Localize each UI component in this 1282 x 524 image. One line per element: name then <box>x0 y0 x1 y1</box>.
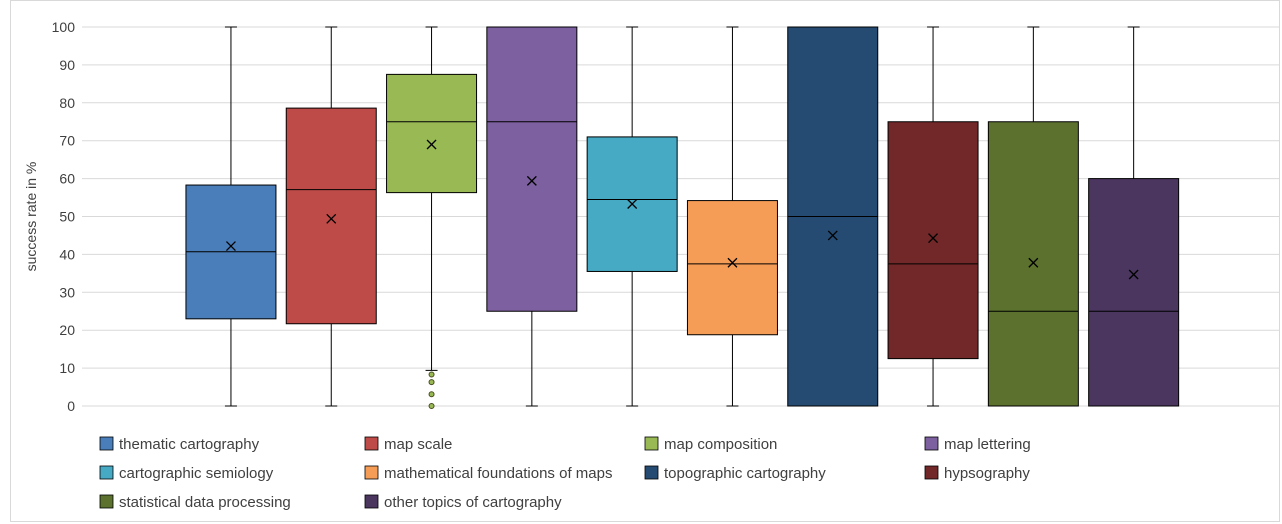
outlier-point <box>428 391 435 398</box>
legend-item: map lettering <box>924 436 1031 453</box>
y-tick-label: 30 <box>59 284 75 300</box>
chart-frame <box>10 0 1280 522</box>
box-1 <box>185 26 277 407</box>
legend-swatch <box>364 465 379 480</box>
box-rect <box>1088 178 1180 407</box>
legend-swatch <box>99 494 114 509</box>
legend-item: map composition <box>644 436 777 453</box>
outlier-point <box>428 379 435 386</box>
legend-item: other topics of cartography <box>364 494 562 511</box>
box-rect <box>686 200 778 336</box>
box-5 <box>586 26 678 407</box>
legend-label: mathematical foundations of maps <box>384 465 612 482</box>
mean-marker <box>1028 257 1039 268</box>
legend-item: cartographic semiology <box>99 465 274 482</box>
legend-swatch <box>99 436 114 451</box>
legend-swatch <box>924 436 939 451</box>
box-9 <box>987 26 1079 407</box>
legend-item: map scale <box>364 436 452 453</box>
legend-swatch <box>364 494 379 509</box>
outlier-point <box>428 403 435 409</box>
mean-marker <box>928 233 939 244</box>
legend-label: map scale <box>384 436 452 453</box>
y-axis-label: success rate in % <box>23 162 39 272</box>
legend-swatch <box>924 465 939 480</box>
legend-label: map lettering <box>944 436 1031 453</box>
box-rect <box>987 121 1079 407</box>
y-tick-label: 80 <box>59 95 75 111</box>
legend-label: other topics of cartography <box>384 494 562 511</box>
box-10 <box>1088 26 1180 407</box>
y-tick-label: 100 <box>52 19 76 35</box>
y-tick-label: 10 <box>59 360 75 376</box>
y-tick-label: 60 <box>59 171 75 187</box>
box-rect <box>486 26 578 312</box>
box-rect <box>285 107 377 325</box>
mean-marker <box>627 199 638 209</box>
legend-item: topographic cartography <box>644 465 826 482</box>
mean-marker <box>727 257 738 268</box>
y-tick-label: 40 <box>59 246 75 262</box>
legend-label: hypsography <box>944 465 1030 482</box>
legend-item: statistical data processing <box>99 494 291 511</box>
box-7 <box>787 26 879 407</box>
legend-label: map composition <box>664 436 777 453</box>
mean-marker <box>225 241 236 252</box>
y-tick-label: 0 <box>67 398 75 414</box>
mean-marker <box>426 139 437 150</box>
box-rect <box>386 73 478 194</box>
legend-item: mathematical foundations of maps <box>364 465 612 482</box>
legend-label: thematic cartography <box>119 436 260 453</box>
legend: thematic cartography map scale map composi… <box>99 436 1031 511</box>
legend-swatch <box>364 436 379 451</box>
boxes <box>185 26 1180 409</box>
y-tick-label: 70 <box>59 133 75 149</box>
legend-swatch <box>99 465 114 480</box>
legend-item: hypsography <box>924 465 1030 482</box>
y-axis-ticks: 0 10 20 30 40 50 60 70 80 90 100 <box>52 19 76 414</box>
legend-swatch <box>644 465 659 480</box>
legend-swatch <box>644 436 659 451</box>
mean-marker <box>526 175 537 186</box>
legend-label: cartographic semiology <box>119 465 274 482</box>
legend-item: thematic cartography <box>99 436 260 453</box>
gridlines <box>82 26 1280 407</box>
mean-marker <box>827 230 838 241</box>
mean-marker <box>1128 269 1139 280</box>
outlier-point <box>428 371 435 378</box>
legend-label: statistical data processing <box>119 494 291 511</box>
legend-label: topographic cartography <box>664 465 826 482</box>
box-2 <box>285 26 377 407</box>
box-3 <box>386 26 478 409</box>
box-6 <box>686 26 778 407</box>
box-8 <box>887 26 979 407</box>
box-4 <box>486 26 578 407</box>
mean-marker <box>326 213 337 224</box>
box-rect <box>887 121 979 360</box>
y-tick-label: 50 <box>59 209 75 225</box>
y-tick-label: 20 <box>59 322 75 338</box>
y-tick-label: 90 <box>59 57 75 73</box>
